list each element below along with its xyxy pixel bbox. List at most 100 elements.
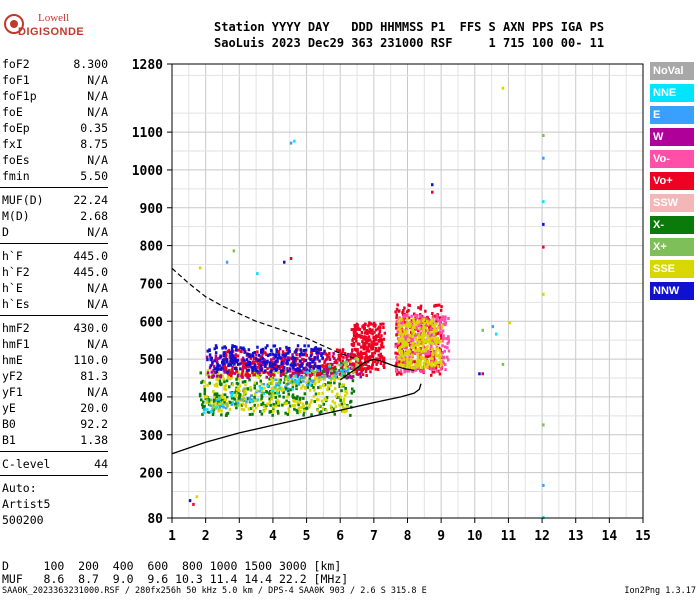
echo-point bbox=[305, 380, 308, 384]
echo-point bbox=[262, 409, 266, 413]
chart-grid bbox=[171, 63, 644, 519]
echo-point bbox=[395, 307, 399, 311]
echo-point bbox=[272, 403, 275, 406]
echo-point bbox=[431, 370, 434, 374]
echo-point bbox=[406, 310, 409, 314]
echo-point bbox=[405, 336, 408, 340]
echo-point bbox=[271, 378, 275, 382]
echo-point bbox=[402, 357, 406, 361]
echo-point bbox=[363, 344, 367, 348]
echo-point bbox=[356, 327, 359, 331]
echo-point bbox=[418, 337, 421, 341]
echo-point bbox=[426, 320, 429, 324]
echo-point bbox=[354, 336, 357, 340]
echo-point bbox=[297, 406, 301, 410]
echo-point bbox=[422, 333, 425, 337]
echo-point bbox=[258, 373, 262, 377]
echo-point bbox=[266, 367, 269, 371]
echo-point bbox=[318, 359, 321, 363]
echo-point bbox=[376, 335, 380, 339]
echo-point bbox=[284, 378, 288, 381]
echo-point bbox=[303, 344, 306, 348]
echo-point bbox=[429, 351, 433, 354]
echo-point bbox=[404, 356, 407, 360]
echo-point bbox=[203, 385, 206, 388]
echo-point bbox=[295, 386, 298, 389]
echo-point bbox=[321, 364, 324, 368]
echo-point bbox=[313, 358, 316, 362]
echo-point bbox=[408, 336, 412, 340]
echo-point bbox=[394, 342, 398, 346]
echo-point bbox=[348, 362, 352, 366]
echo-point bbox=[370, 366, 374, 370]
echo-point bbox=[276, 359, 279, 363]
echo-point bbox=[273, 367, 276, 371]
x-tick-label: 10 bbox=[467, 529, 483, 544]
echo-point bbox=[246, 397, 250, 401]
echo-point bbox=[349, 366, 352, 370]
echo-point bbox=[275, 348, 278, 352]
echo-point bbox=[252, 357, 256, 361]
echo-point bbox=[359, 335, 363, 339]
param-key: h`F2 bbox=[2, 265, 30, 279]
echo-point bbox=[396, 337, 400, 340]
echo-point bbox=[369, 354, 372, 358]
legend-item-vo-: Vo+ bbox=[650, 172, 694, 190]
echo-point bbox=[285, 369, 288, 373]
echo-point bbox=[396, 330, 400, 334]
echo-point bbox=[424, 309, 427, 313]
param-value: N/A bbox=[87, 297, 108, 311]
x-tick-label: 3 bbox=[235, 529, 243, 544]
echo-point bbox=[436, 347, 440, 351]
echo-point bbox=[542, 423, 545, 427]
echo-point bbox=[376, 349, 379, 353]
echo-point bbox=[429, 331, 432, 335]
echo-point bbox=[284, 374, 287, 378]
echo-point bbox=[271, 391, 275, 395]
echo-point bbox=[317, 392, 321, 395]
echo-point bbox=[417, 364, 420, 368]
echo-point bbox=[271, 413, 274, 417]
echo-point bbox=[296, 362, 300, 366]
echo-point bbox=[262, 383, 266, 386]
echo-point bbox=[412, 318, 415, 322]
echo-point bbox=[257, 362, 260, 366]
echo-point bbox=[411, 335, 414, 338]
echo-point bbox=[229, 401, 232, 405]
echo-point bbox=[273, 344, 277, 348]
param-fof1: foF1 N/A bbox=[2, 73, 108, 89]
echo-point bbox=[262, 405, 266, 409]
echo-point bbox=[234, 394, 238, 398]
echo-point bbox=[352, 327, 356, 331]
echo-point bbox=[397, 349, 401, 353]
echo-point bbox=[218, 364, 221, 368]
echo-point bbox=[289, 375, 293, 379]
echo-point bbox=[396, 359, 399, 362]
echo-point bbox=[266, 360, 269, 364]
echo-point bbox=[296, 379, 299, 383]
echo-point bbox=[230, 403, 233, 406]
echo-point bbox=[435, 359, 438, 363]
echo-point bbox=[406, 357, 409, 361]
echo-point bbox=[264, 407, 267, 411]
echo-point bbox=[362, 327, 366, 331]
echo-point bbox=[433, 361, 437, 365]
echo-point bbox=[338, 385, 341, 388]
echo-point bbox=[358, 359, 361, 363]
echo-point bbox=[428, 362, 431, 366]
echo-point bbox=[327, 381, 330, 385]
echo-point bbox=[331, 355, 335, 359]
echo-point bbox=[320, 375, 324, 378]
param-hf2: h`F2 445.0 bbox=[2, 265, 108, 281]
echo-point bbox=[353, 323, 356, 327]
echo-point bbox=[344, 364, 347, 367]
echo-point bbox=[403, 370, 406, 374]
echo-point bbox=[201, 379, 205, 383]
param-value: 8.300 bbox=[73, 57, 108, 71]
echo-point bbox=[291, 355, 295, 359]
echo-point bbox=[432, 350, 436, 354]
echo-point bbox=[421, 319, 425, 323]
echo-point bbox=[360, 368, 364, 372]
echo-point bbox=[435, 317, 438, 321]
echo-point bbox=[238, 393, 241, 396]
